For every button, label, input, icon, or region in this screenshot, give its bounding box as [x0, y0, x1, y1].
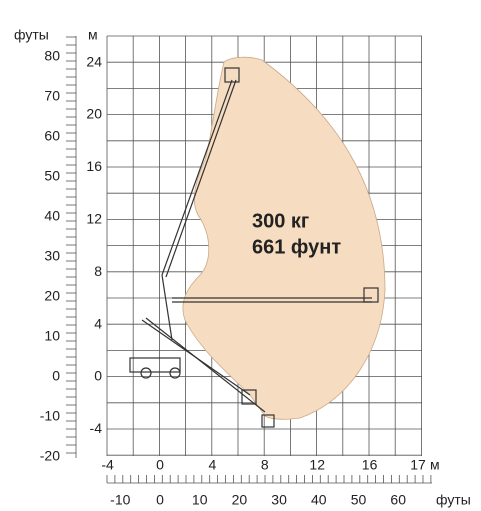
y-tick-label: 20 — [86, 106, 102, 122]
y-tick-label: 0 — [52, 368, 60, 384]
x-tick-label: 17 — [410, 457, 426, 473]
y-tick-label: 10 — [44, 328, 60, 344]
axis-unit: футы — [14, 27, 49, 43]
x-tick-label: 50 — [351, 492, 367, 508]
x-tick-label: 8 — [261, 457, 269, 473]
x-tick-label: 40 — [311, 492, 327, 508]
capacity: 661 фунт — [252, 236, 341, 258]
x-tick-label: 20 — [232, 492, 248, 508]
y-tick-label: 40 — [44, 208, 60, 224]
y-tick-label: 70 — [44, 88, 60, 104]
x-tick-label: 0 — [156, 457, 164, 473]
x-tick-label: 12 — [309, 457, 325, 473]
y-tick-label: 12 — [86, 211, 102, 227]
x-tick-label: 30 — [271, 492, 287, 508]
x-tick-label: 16 — [362, 457, 378, 473]
x-tick-label: 60 — [390, 492, 406, 508]
x-tick-label: 0 — [156, 492, 164, 508]
x-tick-label: -10 — [110, 492, 130, 508]
y-tick-label: 80 — [44, 48, 60, 64]
y-tick-label: 50 — [44, 168, 60, 184]
y-tick-label: 20 — [44, 288, 60, 304]
axis-unit: м — [430, 457, 440, 473]
capacity: 300 кг — [252, 210, 309, 232]
y-tick-label: 8 — [94, 263, 102, 279]
y-tick-label: 24 — [86, 53, 102, 69]
axis-unit: м — [88, 27, 98, 43]
axis-unit: футы — [436, 492, 471, 508]
y-tick-label: -20 — [40, 448, 60, 464]
y-tick-label: -10 — [40, 408, 60, 424]
y-tick-label: 60 — [44, 128, 60, 144]
x-tick-label: 4 — [209, 457, 217, 473]
x-tick-label: 10 — [192, 492, 208, 508]
machine — [129, 67, 379, 428]
y-tick-label: 30 — [44, 248, 60, 264]
y-tick-label: 4 — [94, 315, 102, 331]
x-tick-label: -4 — [101, 457, 114, 473]
y-tick-label: -4 — [90, 420, 103, 436]
y-tick-label: 16 — [86, 158, 102, 174]
y-tick-label: 0 — [94, 368, 102, 384]
